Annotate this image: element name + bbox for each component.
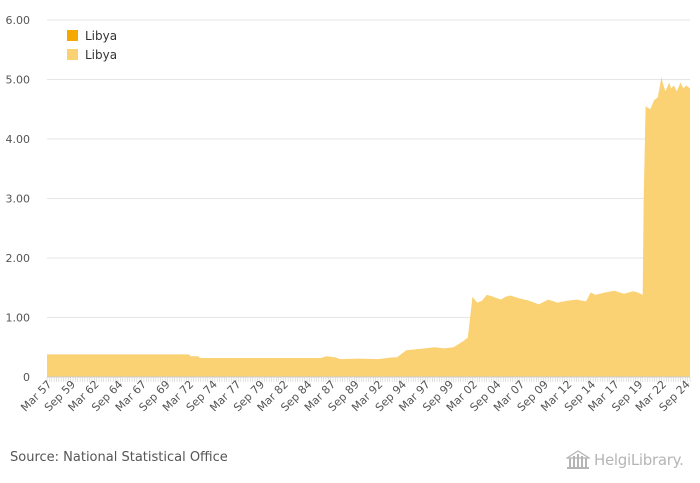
- y-tick-label: 2.00: [6, 252, 31, 265]
- y-tick-label: 4.00: [6, 133, 31, 146]
- series-area-layer: [47, 76, 690, 377]
- series-area: [47, 76, 690, 377]
- brand-name: HelgiLibrary.: [594, 451, 684, 469]
- legend-label: Libya: [85, 29, 117, 43]
- legend: Libya Libya: [67, 29, 117, 62]
- source-note: Source: National Statistical Office: [10, 450, 228, 465]
- library-building-icon: [566, 450, 590, 469]
- legend-swatch: [67, 49, 78, 60]
- legend-label: Libya: [85, 48, 117, 62]
- y-tick-label: 6.00: [6, 14, 31, 27]
- gridlines: [47, 19, 690, 378]
- y-axis-labels: 0 1.00 2.00 3.00 4.00 5.00 6.00: [6, 14, 31, 384]
- y-tick-label: 0: [23, 371, 30, 384]
- y-tick-label: 3.00: [6, 193, 31, 206]
- legend-swatch: [67, 30, 78, 41]
- y-tick-label: 5.00: [6, 74, 31, 87]
- y-tick-label: 1.00: [6, 312, 31, 325]
- helgi-library-logo: HelgiLibrary.: [566, 448, 694, 472]
